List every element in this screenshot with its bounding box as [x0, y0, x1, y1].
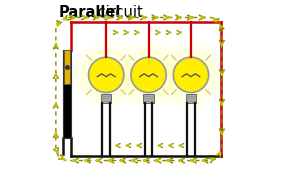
- Bar: [143, 93, 154, 103]
- Bar: [101, 93, 112, 103]
- Circle shape: [173, 57, 209, 93]
- Circle shape: [166, 50, 216, 100]
- Circle shape: [74, 43, 138, 107]
- Circle shape: [131, 57, 166, 93]
- Circle shape: [82, 50, 131, 100]
- Bar: [64, 50, 70, 84]
- Bar: [186, 93, 196, 103]
- Text: circuit: circuit: [93, 5, 143, 20]
- Text: Parallel: Parallel: [59, 5, 121, 20]
- Circle shape: [117, 43, 180, 107]
- Circle shape: [124, 50, 173, 100]
- Bar: [63, 50, 71, 138]
- Circle shape: [89, 57, 124, 93]
- Circle shape: [159, 43, 223, 107]
